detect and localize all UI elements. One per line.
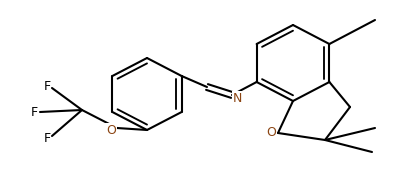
- Text: F: F: [44, 79, 50, 92]
- Text: F: F: [31, 105, 37, 118]
- Text: N: N: [232, 91, 242, 104]
- Text: O: O: [106, 124, 116, 137]
- Text: O: O: [266, 127, 276, 139]
- Text: F: F: [44, 131, 50, 144]
